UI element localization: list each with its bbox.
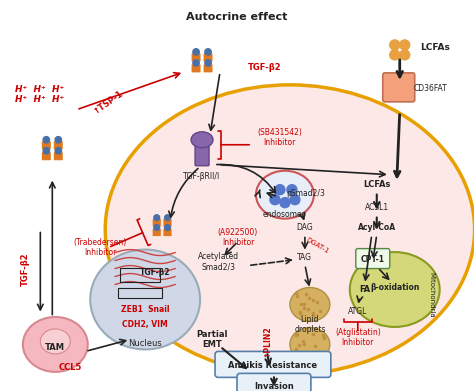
Text: Acetylated
Smad2/3: Acetylated Smad2/3	[198, 252, 238, 271]
Circle shape	[287, 185, 297, 195]
Text: β-oxidation: β-oxidation	[370, 283, 419, 292]
Text: (A922500)
Inhibitor: (A922500) Inhibitor	[218, 228, 258, 247]
Text: ↑PLIN2: ↑PLIN2	[263, 326, 272, 357]
Circle shape	[270, 195, 280, 205]
Circle shape	[390, 50, 400, 60]
Ellipse shape	[290, 287, 330, 321]
Ellipse shape	[350, 252, 440, 327]
Text: Lipid
droplets: Lipid droplets	[294, 315, 326, 334]
Text: DGAT-1: DGAT-1	[305, 237, 330, 254]
Circle shape	[43, 136, 49, 143]
Text: pSmad2/3: pSmad2/3	[286, 189, 325, 198]
Text: ACSL1: ACSL1	[365, 203, 389, 212]
Text: Nucleus: Nucleus	[128, 339, 162, 348]
FancyBboxPatch shape	[42, 141, 51, 149]
Text: ↑TSP-1: ↑TSP-1	[91, 88, 125, 115]
Ellipse shape	[256, 171, 314, 219]
FancyBboxPatch shape	[215, 351, 331, 377]
Text: Anoikis Resistance: Anoikis Resistance	[228, 361, 318, 370]
Text: CPT-1: CPT-1	[361, 255, 385, 264]
Text: (Atglistatin)
Inhibitor: (Atglistatin) Inhibitor	[335, 328, 381, 347]
FancyBboxPatch shape	[153, 229, 161, 236]
FancyBboxPatch shape	[153, 219, 161, 226]
Text: Invasion: Invasion	[254, 382, 294, 391]
Text: Acyl-CoA: Acyl-CoA	[358, 223, 396, 232]
Text: TGF-β2: TGF-β2	[140, 268, 170, 277]
Text: LCFAs: LCFAs	[419, 44, 449, 53]
FancyBboxPatch shape	[383, 73, 415, 102]
Circle shape	[400, 40, 410, 50]
Text: LCFAs: LCFAs	[363, 180, 391, 189]
Text: TGF-β2: TGF-β2	[248, 64, 282, 73]
Text: Partial
EMT: Partial EMT	[196, 330, 228, 349]
Ellipse shape	[23, 317, 88, 372]
Circle shape	[193, 60, 199, 66]
Text: H⁺  H⁺  H⁺
H⁺  H⁺  H⁺: H⁺ H⁺ H⁺ H⁺ H⁺ H⁺	[15, 85, 64, 104]
FancyBboxPatch shape	[195, 136, 209, 166]
Circle shape	[154, 215, 160, 221]
Circle shape	[55, 147, 62, 154]
FancyBboxPatch shape	[164, 229, 172, 236]
Circle shape	[280, 198, 290, 208]
FancyBboxPatch shape	[54, 152, 63, 160]
Circle shape	[43, 147, 49, 154]
FancyBboxPatch shape	[203, 53, 212, 62]
Circle shape	[164, 225, 170, 230]
FancyBboxPatch shape	[356, 249, 390, 269]
Text: Mitochondria: Mitochondria	[428, 272, 435, 317]
Circle shape	[205, 49, 211, 55]
Text: ATGL: ATGL	[348, 307, 367, 316]
Ellipse shape	[191, 132, 213, 148]
Text: DAG: DAG	[297, 223, 313, 232]
Text: CCL5: CCL5	[59, 363, 82, 372]
Circle shape	[164, 215, 170, 221]
Text: FA: FA	[359, 285, 370, 294]
Ellipse shape	[90, 250, 200, 349]
Circle shape	[275, 185, 285, 195]
Circle shape	[55, 136, 62, 143]
Ellipse shape	[290, 327, 330, 361]
Text: CDH2, VIM: CDH2, VIM	[122, 320, 168, 329]
Text: (SB431542)
Inhibitor: (SB431542) Inhibitor	[257, 128, 302, 147]
FancyBboxPatch shape	[164, 219, 172, 226]
FancyBboxPatch shape	[191, 64, 201, 73]
Text: TGF-β2: TGF-β2	[21, 253, 30, 287]
Text: Autocrine effect: Autocrine effect	[186, 12, 288, 22]
Text: CD36FAT: CD36FAT	[414, 84, 447, 93]
Text: TGF-βRII/I: TGF-βRII/I	[183, 172, 221, 181]
Circle shape	[290, 195, 300, 205]
Text: TAM: TAM	[46, 343, 65, 352]
Circle shape	[400, 50, 410, 60]
Text: (Trabedersen)
Inhibitor: (Trabedersen) Inhibitor	[73, 238, 127, 257]
FancyBboxPatch shape	[237, 373, 311, 392]
Text: endosomes: endosomes	[263, 210, 307, 219]
Text: TAG: TAG	[297, 253, 312, 262]
Circle shape	[205, 60, 211, 66]
FancyBboxPatch shape	[203, 64, 212, 73]
Circle shape	[193, 49, 199, 55]
FancyBboxPatch shape	[54, 141, 63, 149]
Circle shape	[390, 40, 400, 50]
Text: ZEB1  Snail: ZEB1 Snail	[121, 305, 169, 314]
Ellipse shape	[105, 85, 474, 374]
FancyBboxPatch shape	[191, 53, 201, 62]
Circle shape	[154, 225, 160, 230]
FancyBboxPatch shape	[42, 152, 51, 160]
Ellipse shape	[40, 329, 70, 354]
